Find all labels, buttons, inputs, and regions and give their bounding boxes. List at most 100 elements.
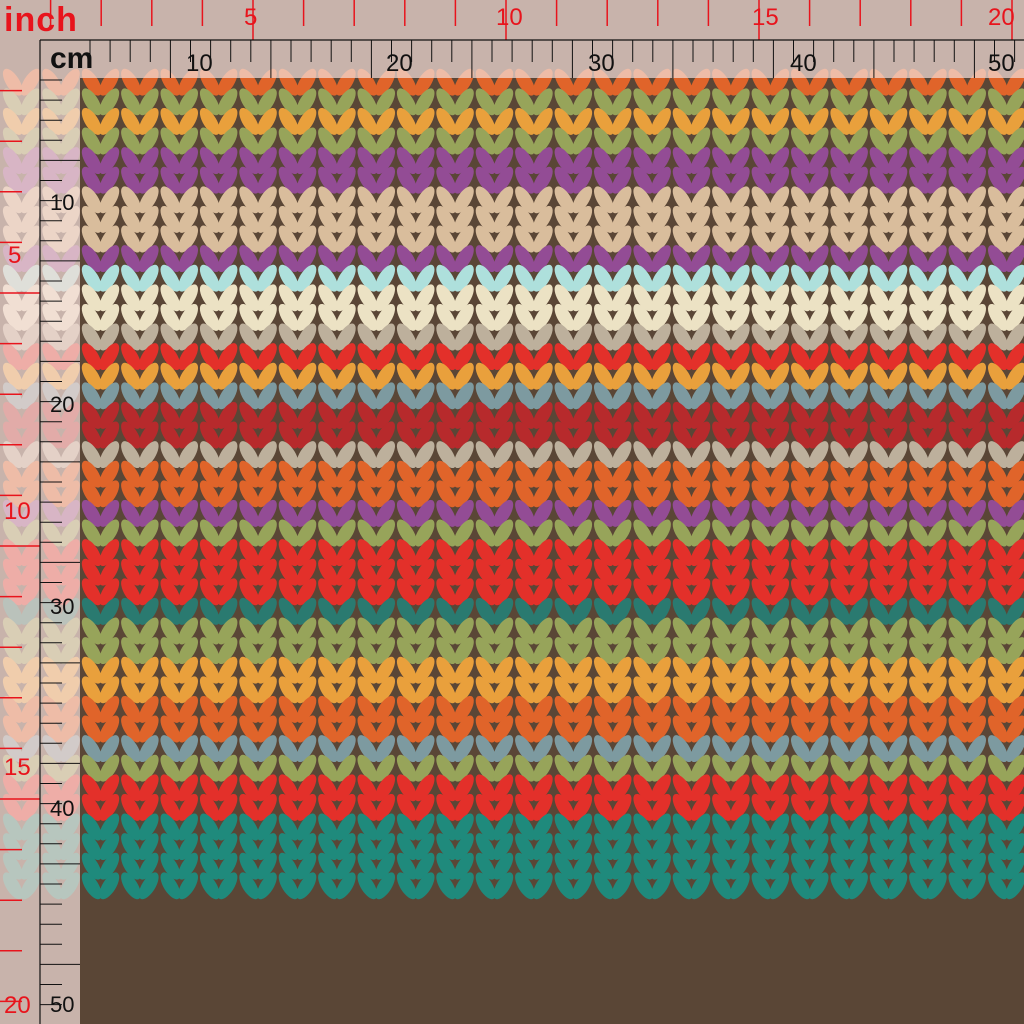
knit-stitch <box>318 225 338 253</box>
knit-stitch <box>572 793 593 821</box>
knit-stitch <box>712 382 732 410</box>
knit-stitch <box>611 264 632 292</box>
knit-stitch <box>751 186 772 214</box>
knit-stitch <box>178 480 199 508</box>
knit-stitch <box>987 401 1008 429</box>
knit-stitch <box>572 676 593 704</box>
knit-stitch <box>396 558 417 586</box>
knit-stitch <box>256 774 277 802</box>
knit-stitch <box>532 460 553 488</box>
knit-stitch <box>121 441 141 469</box>
knit-stitch <box>453 441 474 469</box>
knit-stitch <box>769 499 790 527</box>
knit-stitch <box>256 735 277 763</box>
knit-stitch <box>81 225 102 253</box>
knit-stitch <box>357 695 378 723</box>
knit-stitch <box>909 225 929 253</box>
knit-stitch <box>909 813 929 841</box>
knit-stitch <box>160 774 181 802</box>
knit-stitch <box>1005 225 1024 253</box>
knit-stitch <box>357 264 378 292</box>
knit-stitch <box>414 166 435 194</box>
knit-stitch <box>651 539 671 567</box>
knit-stitch <box>515 519 535 547</box>
knit-stitch <box>808 127 829 155</box>
knit-stitch <box>909 480 929 508</box>
knit-stitch <box>138 127 159 155</box>
knit-stitch <box>278 186 299 214</box>
knit-stitch <box>318 401 338 429</box>
knit-stitch <box>926 597 947 625</box>
knit-stitch <box>532 186 553 214</box>
knit-stitch <box>532 264 553 292</box>
knit-stitch <box>493 578 514 606</box>
knit-stitch <box>296 284 317 312</box>
knit-stitch <box>217 539 238 567</box>
knit-stitch <box>296 676 317 704</box>
knit-stitch <box>690 499 711 527</box>
knit-stitch <box>357 343 378 371</box>
knit-stitch <box>178 441 199 469</box>
knit-stitch <box>926 421 947 449</box>
knit-stitch <box>926 323 947 351</box>
knit-stitch <box>769 774 790 802</box>
knit-stitch <box>278 793 299 821</box>
knit-stitch <box>751 460 772 488</box>
knit-stitch <box>633 480 654 508</box>
knit-stitch <box>690 323 711 351</box>
knit-stitch <box>611 715 632 743</box>
knit-stitch <box>318 382 338 410</box>
knit-stitch <box>81 597 102 625</box>
knit-stitch <box>808 225 829 253</box>
knit-stitch <box>436 676 457 704</box>
knit-stitch <box>335 460 356 488</box>
knit-stitch <box>848 754 868 782</box>
knit-stitch <box>335 735 356 763</box>
knit-stitch <box>453 519 474 547</box>
knit-stitch <box>199 597 220 625</box>
knit-stitch <box>593 833 614 861</box>
knit-stitch <box>948 264 969 292</box>
knit-stitch <box>453 264 474 292</box>
knit-stitch <box>296 127 317 155</box>
knit-stitch <box>138 617 159 645</box>
knit-stitch <box>515 147 535 175</box>
knit-stitch <box>475 284 496 312</box>
knit-stitch <box>987 578 1008 606</box>
knit-stitch <box>869 715 890 743</box>
knit-stitch <box>335 343 356 371</box>
knit-stitch <box>926 186 947 214</box>
knit-stitch <box>729 421 750 449</box>
knit-stitch <box>1005 107 1024 135</box>
knit-stitch <box>318 735 338 763</box>
knit-stitch <box>453 558 474 586</box>
knit-stitch <box>769 558 790 586</box>
knit-stitch <box>256 401 277 429</box>
knit-stitch <box>436 793 457 821</box>
knit-stitch <box>593 284 614 312</box>
knit-stitch <box>790 597 811 625</box>
knit-stitch <box>318 323 338 351</box>
knit-stitch <box>611 303 632 331</box>
knit-stitch <box>554 499 575 527</box>
knit-stitch <box>751 656 772 684</box>
knit-stitch <box>318 774 338 802</box>
knit-stitch <box>199 813 220 841</box>
knit-stitch <box>199 872 220 900</box>
knit-stitch <box>593 735 614 763</box>
knit-stitch <box>318 597 338 625</box>
knit-stitch <box>712 833 732 861</box>
knit-stitch <box>769 676 790 704</box>
knit-stitch <box>1005 245 1024 273</box>
knit-stitch <box>848 519 868 547</box>
knit-stitch <box>375 147 396 175</box>
knit-stitch <box>887 852 908 880</box>
knit-stitch <box>572 303 593 331</box>
knit-stitch <box>436 205 457 233</box>
knit-stitch <box>633 597 654 625</box>
inch-top-label-15: 15 <box>752 4 779 31</box>
knit-stitch <box>160 519 181 547</box>
knit-stitch <box>414 264 435 292</box>
knit-stitch <box>769 166 790 194</box>
knit-stitch <box>651 676 671 704</box>
